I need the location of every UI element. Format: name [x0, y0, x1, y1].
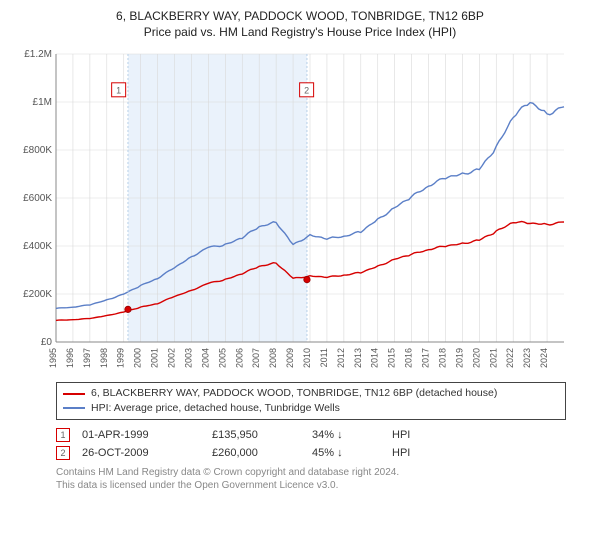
svg-text:£600K: £600K	[23, 193, 52, 204]
tx-date: 01-APR-1999	[82, 429, 212, 441]
svg-text:£800K: £800K	[23, 145, 52, 156]
svg-text:2013: 2013	[353, 348, 363, 368]
svg-text:2016: 2016	[404, 348, 414, 368]
svg-text:£400K: £400K	[23, 241, 52, 252]
legend-item-hpi: HPI: Average price, detached house, Tunb…	[63, 401, 559, 416]
line-chart: £0 £200K £400K £600K £800K £1M £1.2M 1995 1996 19…	[12, 46, 576, 376]
title-line-1: 6, BLACKBERRY WAY, PADDOCK WOOD, TONBRID…	[12, 8, 588, 24]
title-line-2: Price paid vs. HM Land Registry's House …	[12, 24, 588, 40]
svg-text:1998: 1998	[99, 348, 109, 368]
svg-text:2022: 2022	[505, 348, 515, 368]
legend-swatch-hpi	[63, 407, 85, 409]
tx-pct: 34% ↓	[312, 429, 392, 441]
svg-text:1995: 1995	[48, 348, 58, 368]
transactions-table: 1 01-APR-1999 £135,950 34% ↓ HPI 2 26-OC…	[56, 428, 566, 460]
svg-text:2018: 2018	[437, 348, 447, 368]
legend-swatch-price-paid	[63, 393, 85, 395]
chart-title: 6, BLACKBERRY WAY, PADDOCK WOOD, TONBRID…	[12, 8, 588, 40]
svg-text:2005: 2005	[217, 348, 227, 368]
svg-text:2003: 2003	[183, 348, 193, 368]
tx-price: £260,000	[212, 447, 312, 459]
svg-text:1997: 1997	[82, 348, 92, 368]
svg-text:2: 2	[304, 86, 309, 96]
tx-date: 26-OCT-2009	[82, 447, 212, 459]
svg-text:2014: 2014	[370, 348, 380, 368]
svg-text:£200K: £200K	[23, 289, 52, 300]
footnote-line-2: This data is licensed under the Open Gov…	[56, 479, 588, 493]
footnote-line-1: Contains HM Land Registry data © Crown c…	[56, 466, 588, 480]
svg-text:2020: 2020	[471, 348, 481, 368]
svg-text:2001: 2001	[150, 348, 160, 368]
svg-text:2011: 2011	[319, 348, 329, 367]
svg-text:2006: 2006	[234, 348, 244, 368]
svg-text:2019: 2019	[454, 348, 464, 368]
legend-label: HPI: Average price, detached house, Tunb…	[91, 401, 340, 416]
svg-text:£1M: £1M	[33, 97, 52, 108]
svg-text:2023: 2023	[522, 348, 532, 368]
legend-label: 6, BLACKBERRY WAY, PADDOCK WOOD, TONBRID…	[91, 386, 497, 401]
svg-text:1999: 1999	[116, 348, 126, 368]
svg-text:2009: 2009	[285, 348, 295, 368]
svg-text:2012: 2012	[336, 348, 346, 368]
svg-text:2004: 2004	[200, 348, 210, 368]
table-row: 1 01-APR-1999 £135,950 34% ↓ HPI	[56, 428, 566, 442]
svg-text:2015: 2015	[387, 348, 397, 368]
tx-compare: HPI	[392, 429, 472, 441]
svg-text:2000: 2000	[133, 348, 143, 368]
svg-text:2021: 2021	[488, 348, 498, 368]
tx-compare: HPI	[392, 447, 472, 459]
marker-badge-1: 1	[56, 428, 70, 442]
svg-text:£1.2M: £1.2M	[24, 49, 52, 60]
legend: 6, BLACKBERRY WAY, PADDOCK WOOD, TONBRID…	[56, 382, 566, 419]
marker-badge-2: 2	[56, 446, 70, 460]
svg-text:2010: 2010	[302, 348, 312, 368]
svg-text:2024: 2024	[539, 348, 549, 368]
tx-pct: 45% ↓	[312, 447, 392, 459]
svg-text:1: 1	[116, 86, 121, 96]
svg-text:£0: £0	[41, 337, 53, 348]
svg-text:2008: 2008	[268, 348, 278, 368]
svg-text:2002: 2002	[167, 348, 177, 368]
chart-area: £0 £200K £400K £600K £800K £1M £1.2M 1995 1996 19…	[12, 46, 588, 376]
tx-price: £135,950	[212, 429, 312, 441]
table-row: 2 26-OCT-2009 £260,000 45% ↓ HPI	[56, 446, 566, 460]
legend-item-price-paid: 6, BLACKBERRY WAY, PADDOCK WOOD, TONBRID…	[63, 386, 559, 401]
svg-text:2017: 2017	[421, 348, 431, 368]
svg-text:2007: 2007	[251, 348, 261, 368]
footnote: Contains HM Land Registry data © Crown c…	[56, 466, 588, 493]
svg-text:1996: 1996	[65, 348, 75, 368]
